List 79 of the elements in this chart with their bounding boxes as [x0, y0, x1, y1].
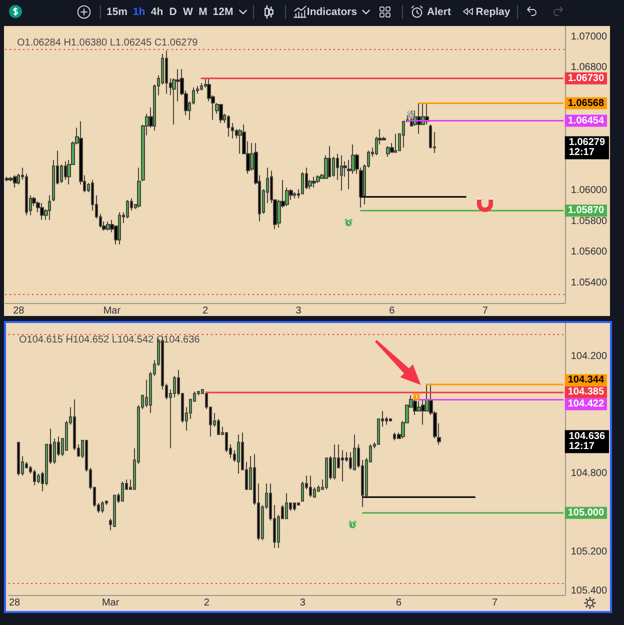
y-tick-label: 105.200: [570, 546, 608, 558]
text: 15m: [106, 5, 128, 19]
candlestick: [333, 444, 336, 480]
candlestick: [394, 133, 397, 153]
candlestick: [305, 167, 308, 190]
y-tick-label: 1.05800: [570, 216, 608, 227]
candlestick: [316, 174, 320, 184]
candlestick: [121, 481, 124, 502]
data-label: 1.06568: [568, 98, 604, 109]
x-tick-label: Mar: [103, 306, 122, 316]
candlestick: [328, 146, 331, 178]
candlestick: [301, 172, 304, 194]
data-label: 1.05870: [568, 205, 604, 216]
y-tick-label: 104.200: [570, 350, 608, 362]
candlestick: [219, 104, 223, 124]
candlestick: [353, 434, 356, 470]
data-label: 104.385: [568, 386, 604, 398]
text: 1.06279 12:17: [568, 137, 606, 158]
y-tick-label: 1.06000: [570, 185, 608, 196]
candlestick: [238, 128, 242, 154]
candlestick: [389, 418, 392, 422]
candlestick: [386, 146, 390, 158]
candlestick: [340, 154, 343, 192]
text: Indicators: [306, 5, 358, 19]
candlestick: [106, 220, 110, 232]
candlestick: [33, 469, 36, 486]
text: Replay: [476, 5, 510, 19]
x-tick-label: 28: [13, 306, 25, 316]
text: 1h: [132, 5, 146, 19]
candlestick: [285, 492, 288, 520]
candlestick: [293, 502, 296, 512]
x-tick-label: 2: [204, 598, 210, 608]
candlestick: [309, 475, 312, 498]
candlestick: [417, 102, 421, 134]
candlestick: [40, 202, 44, 220]
candlestick: [17, 442, 20, 476]
candlestick: [5, 176, 9, 182]
text: 4h: [150, 5, 164, 19]
text: W: [183, 5, 193, 19]
text: O1.06284 H1.06380 L1.06245 C1.06279: [17, 38, 198, 48]
candlestick: [64, 160, 67, 180]
y-tick-label: 1.05400: [570, 277, 608, 288]
x-tick-label: 28: [8, 598, 21, 608]
y-tick-label: 1.07000: [570, 31, 608, 42]
x-tick-label: 2: [202, 306, 208, 316]
candlestick: [113, 494, 116, 528]
x-tick-label: 6: [396, 598, 402, 608]
data-label: 105.000: [568, 507, 604, 518]
y-tick-label: 1.06800: [570, 62, 608, 74]
x-tick-label: 7: [482, 306, 488, 316]
candlestick: [118, 212, 121, 246]
candlestick: [227, 114, 230, 138]
candlestick: [293, 192, 296, 199]
y-tick-label: 104.800: [570, 468, 608, 480]
y-tick-label: 105.400: [570, 586, 608, 597]
text: Alert: [427, 5, 451, 19]
data-label: 104.422: [568, 398, 604, 410]
text: M: [198, 5, 208, 19]
y-tick-label: 1.05600: [570, 246, 608, 258]
candlestick: [312, 176, 316, 188]
x-tick-label: 3: [300, 598, 306, 608]
data-label: 1.06454: [568, 115, 604, 126]
candlestick: [13, 174, 17, 188]
text: D: [169, 5, 177, 19]
data-label: 104.344: [568, 374, 604, 386]
x-tick-label: 6: [389, 306, 396, 316]
candlestick: [237, 434, 240, 474]
x-tick-label: Mar: [102, 598, 120, 608]
text: 104.636 12:17: [568, 431, 606, 452]
candlestick: [200, 82, 203, 92]
data-label: 1.06730: [568, 72, 604, 84]
text: 12M: [212, 5, 234, 19]
candlestick: [101, 500, 104, 514]
candlestick: [48, 194, 51, 220]
x-tick-label: 3: [296, 306, 302, 316]
x-tick-label: 7: [492, 598, 498, 608]
candlestick: [165, 50, 168, 94]
candlestick: [126, 199, 129, 219]
candlestick: [325, 458, 328, 490]
